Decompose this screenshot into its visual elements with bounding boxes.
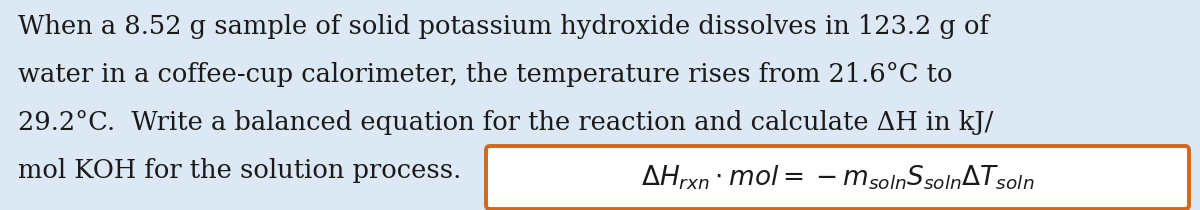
Text: mol KOH for the solution process.: mol KOH for the solution process. [18, 158, 461, 183]
FancyBboxPatch shape [486, 146, 1189, 209]
Text: water in a coffee-cup calorimeter, the temperature rises from 21.6°C to: water in a coffee-cup calorimeter, the t… [18, 62, 953, 87]
Text: $\Delta H_{rxn} \cdot mol = -m_{soln}S_{soln}\Delta T_{soln}$: $\Delta H_{rxn} \cdot mol = -m_{soln}S_{… [641, 163, 1034, 192]
Text: When a 8.52 g sample of solid potassium hydroxide dissolves in 123.2 g of: When a 8.52 g sample of solid potassium … [18, 14, 989, 39]
Text: 29.2°C.  Write a balanced equation for the reaction and calculate ΔH in kJ/: 29.2°C. Write a balanced equation for th… [18, 110, 994, 135]
